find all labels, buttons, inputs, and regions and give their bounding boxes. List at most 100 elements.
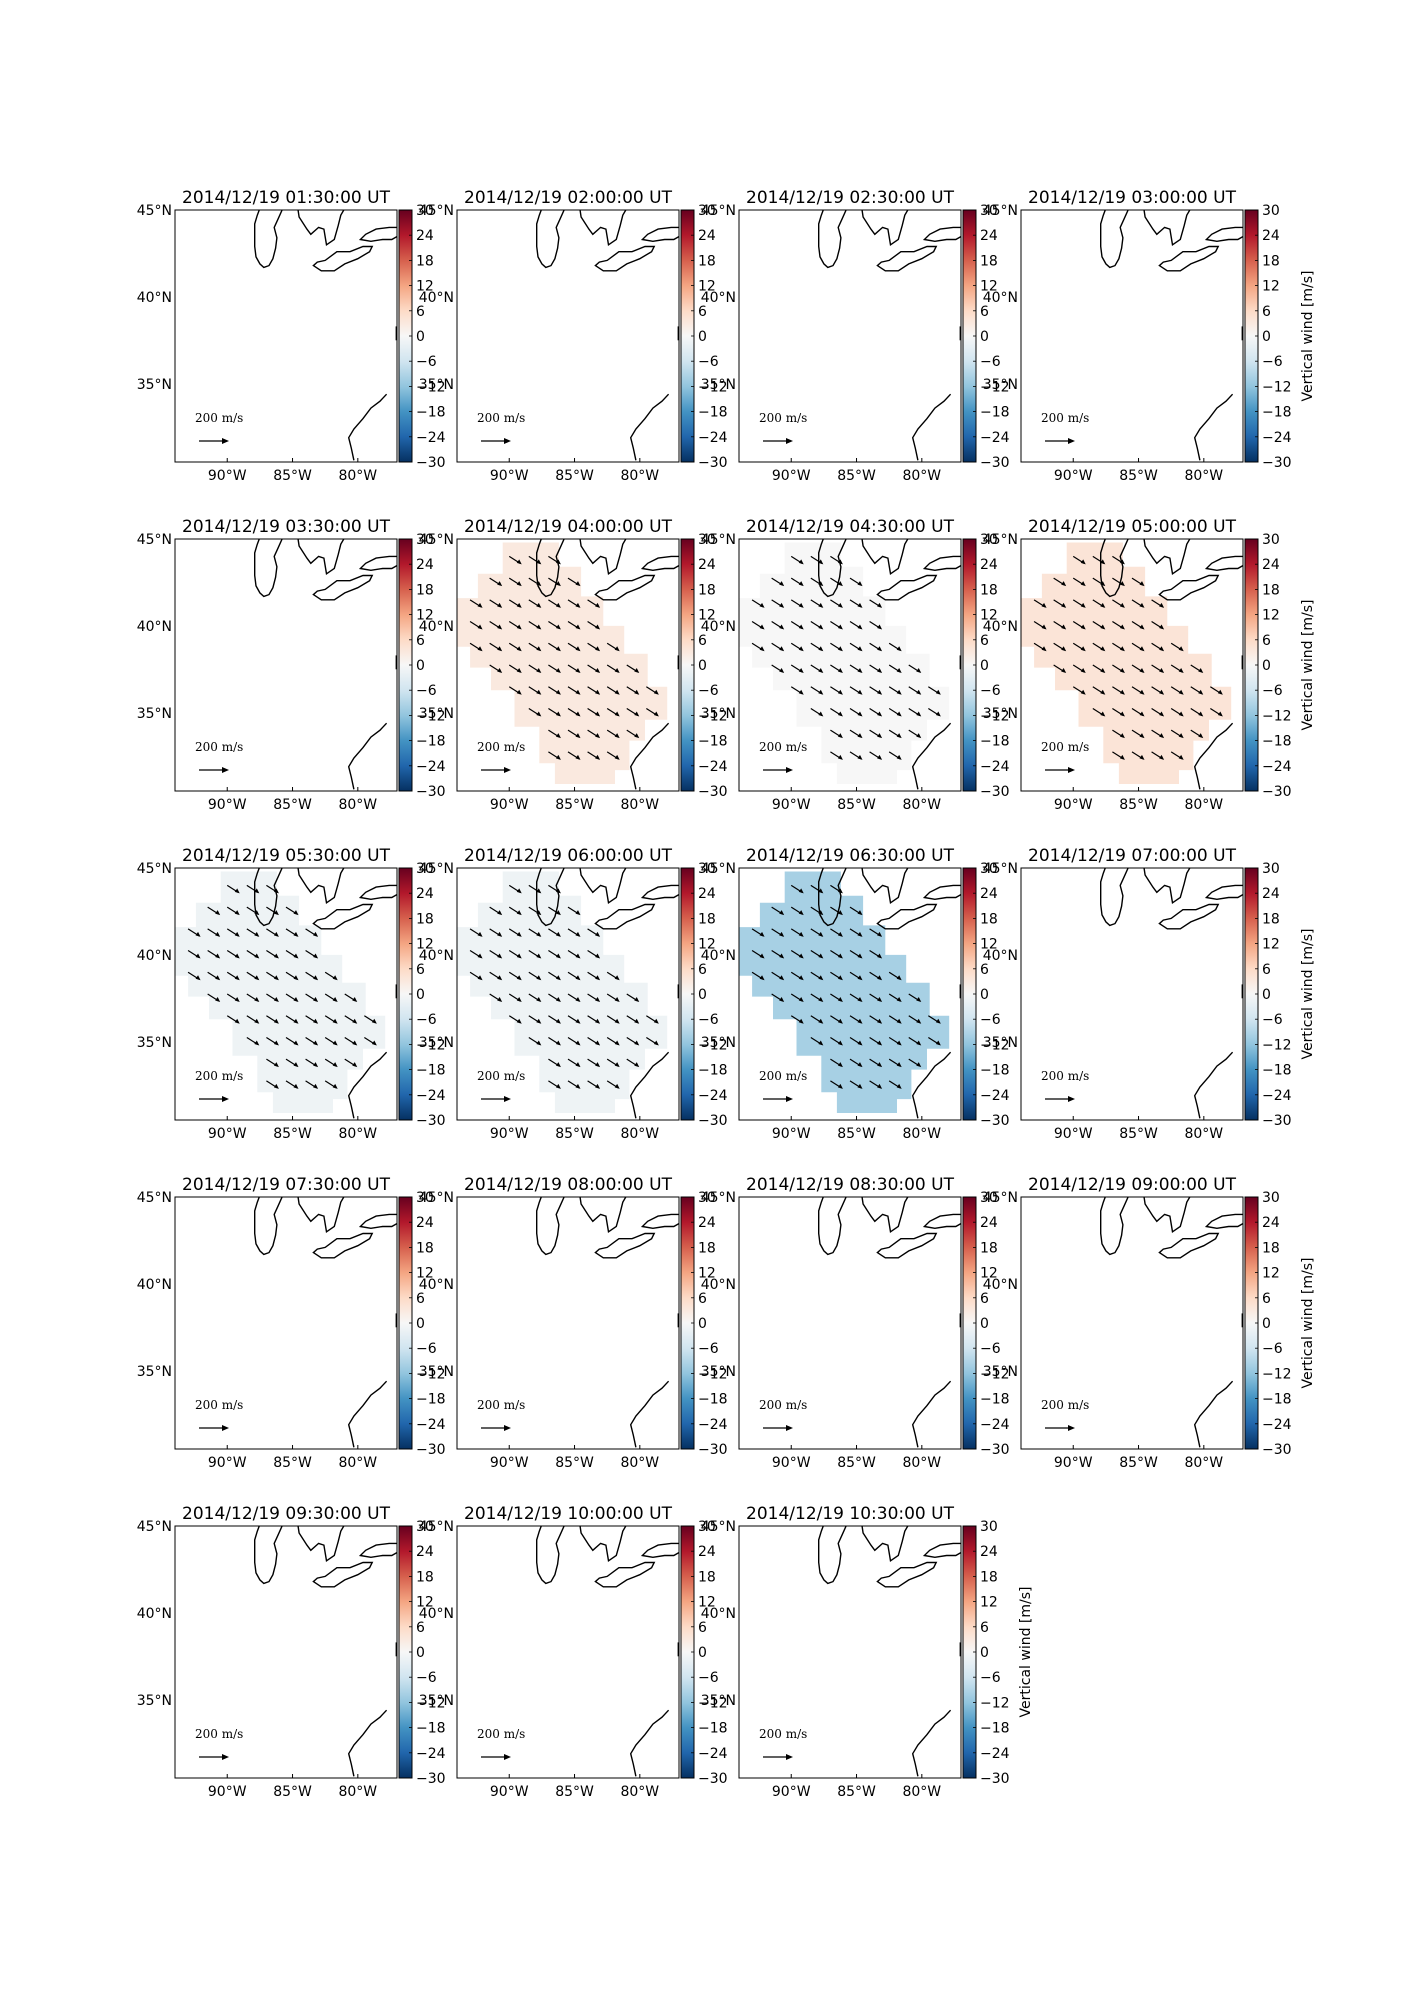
- map-content: [817, 210, 961, 461]
- x-tick-label: 90°W: [208, 1784, 247, 1800]
- wind-arrowhead: [497, 910, 503, 916]
- colorbar-tick-label: 0: [980, 987, 989, 1003]
- wind-arrowhead: [857, 602, 863, 608]
- wind-arrowhead: [896, 646, 902, 652]
- colorbar-tick-label: 24: [980, 557, 998, 573]
- wind-arrowhead: [896, 975, 902, 981]
- map-content: [175, 868, 397, 1119]
- wind-arrowhead: [555, 689, 561, 695]
- wind-arrowhead: [254, 1040, 260, 1046]
- lake-huron: [297, 1526, 345, 1562]
- wind-arrowhead: [516, 888, 522, 894]
- wind-arrowhead: [497, 602, 503, 608]
- wind-arrowhead: [857, 711, 863, 717]
- wind-arrowhead: [575, 689, 581, 695]
- lake-huron: [579, 1197, 627, 1233]
- reference-arrow: 200 m/s: [1041, 1398, 1089, 1431]
- coastlines: [535, 1197, 679, 1448]
- reference-arrow-label: 200 m/s: [759, 740, 807, 754]
- axes-frame: [738, 538, 962, 792]
- reference-arrow-label: 200 m/s: [477, 1398, 525, 1412]
- wind-arrowhead: [595, 624, 601, 630]
- panel-title: 2014/12/19 08:00:00 UT: [464, 1175, 673, 1195]
- wind-arrowhead: [516, 624, 522, 630]
- colorbar-tick-label: −12: [698, 708, 728, 724]
- wind-arrowhead: [477, 602, 483, 608]
- wind-arrowhead: [935, 711, 941, 717]
- wind-arrowhead: [516, 689, 522, 695]
- colorbar-tick-label: −18: [698, 405, 728, 421]
- lake-erie: [876, 1232, 938, 1259]
- wind-arrowhead: [1100, 711, 1106, 717]
- x-tick-label: 85°W: [837, 797, 876, 813]
- wind-arrowhead: [1061, 624, 1067, 630]
- colorbar-tick-label: −18: [1262, 1063, 1292, 1079]
- wind-arrowhead: [1041, 602, 1047, 608]
- wind-arrowhead: [332, 1083, 338, 1089]
- map-panel: 2014/12/19 08:30:00 UT 200 m/s 90°W 85°W 80°…: [701, 1175, 1010, 1471]
- wind-arrowhead: [1178, 754, 1184, 760]
- x-tick-label: 85°W: [273, 797, 312, 813]
- y-tick-label: 40°N: [137, 948, 172, 964]
- y-tick-label: 35°N: [983, 1035, 1018, 1051]
- colorbar-tick-label: −6: [698, 1341, 719, 1357]
- wind-arrowhead: [1178, 711, 1184, 717]
- y-tick-label: 45°N: [419, 532, 454, 548]
- wind-arrowhead: [234, 997, 240, 1002]
- colorbar-tick-label: 6: [698, 1291, 707, 1307]
- wind-arrowhead: [477, 624, 483, 630]
- colorbar-tick-label: −30: [698, 1771, 728, 1787]
- atlantic-coast: [911, 1709, 952, 1777]
- wind-arrowhead: [877, 668, 883, 673]
- wind-arrowhead: [575, 711, 581, 717]
- wind-arrowhead: [935, 1018, 941, 1024]
- colorbar-tick-label: 0: [980, 658, 989, 674]
- y-tick-label: 45°N: [983, 861, 1018, 877]
- reference-arrow: 200 m/s: [759, 1398, 807, 1431]
- wind-arrowhead: [877, 1018, 883, 1024]
- wind-arrowhead: [1159, 624, 1165, 630]
- wind-arrowhead: [254, 975, 260, 981]
- colorbar-tick-label: 30: [1262, 861, 1280, 877]
- y-tick-label: 45°N: [701, 532, 736, 548]
- wind-arrowhead: [759, 975, 765, 981]
- y-tick-label: 45°N: [137, 1519, 172, 1535]
- wind-arrowhead: [818, 559, 824, 565]
- y-tick-label: 40°N: [419, 1606, 454, 1622]
- wind-arrowhead: [215, 997, 221, 1002]
- lake-ontario: [640, 884, 679, 901]
- colorbar-tick-label: −18: [416, 405, 446, 421]
- x-tick-label: 85°W: [837, 1126, 876, 1142]
- panel-title: 2014/12/19 02:00:00 UT: [464, 188, 673, 208]
- axes-background: [175, 1197, 397, 1449]
- x-tick-label: 85°W: [273, 468, 312, 484]
- colorbar-tick-label: −18: [416, 734, 446, 750]
- colorbar: 30 24 18 12 6 0 −6 −12 −18 −24 −30: [1244, 203, 1292, 471]
- wind-arrowhead: [477, 931, 483, 937]
- colorbar-tick-label: −18: [416, 1063, 446, 1079]
- wind-arrowhead: [779, 931, 785, 937]
- colorbar-tick-label: 0: [698, 329, 707, 345]
- wind-arrowhead: [818, 997, 824, 1002]
- colorbar-tick-label: 6: [416, 962, 425, 978]
- colorbar-tick-label: 18: [416, 582, 434, 598]
- wind-arrowhead: [1139, 689, 1145, 695]
- colorbar-tick-label: 24: [416, 886, 434, 902]
- wind-arrowhead: [857, 581, 863, 587]
- wind-arrowhead: [313, 1083, 319, 1089]
- wind-arrowhead: [595, 997, 601, 1002]
- colorbar: 30 24 18 12 6 0 −6 −12 −18 −24 −30: [962, 1519, 1010, 1787]
- wind-arrowhead: [857, 931, 863, 937]
- reference-arrow-head: [504, 1754, 511, 1760]
- lake-huron: [297, 868, 345, 904]
- wind-arrowhead: [1100, 624, 1106, 630]
- map-content: [457, 868, 679, 1119]
- wind-arrowhead: [575, 953, 581, 959]
- x-tick-label: 90°W: [1054, 1126, 1093, 1142]
- colorbar-tick-label: −18: [1262, 1392, 1292, 1408]
- wind-arrowhead: [254, 997, 260, 1002]
- wind-arrowhead: [1159, 646, 1165, 652]
- wind-arrowhead: [254, 1018, 260, 1024]
- x-tick-label: 80°W: [1184, 468, 1223, 484]
- lake-ontario: [358, 555, 397, 572]
